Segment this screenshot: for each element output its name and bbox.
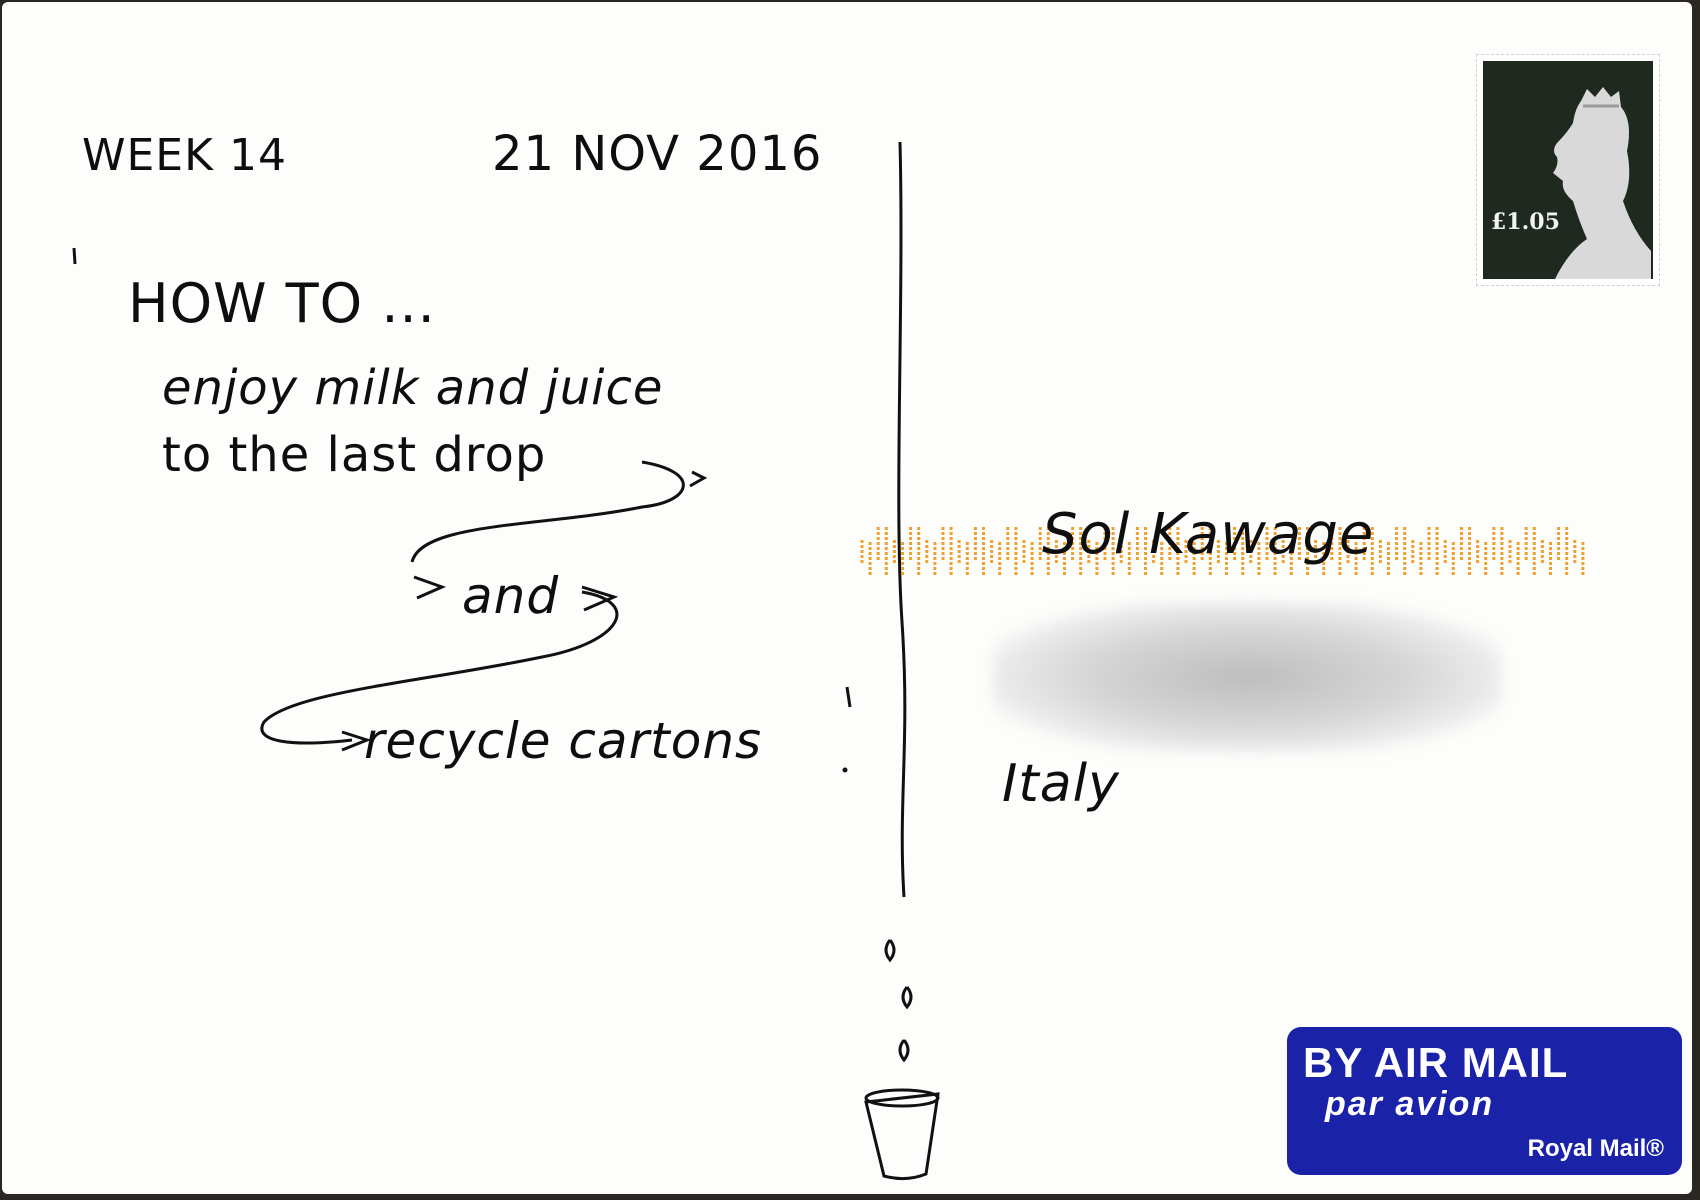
message-line-2: to the last drop (162, 427, 547, 483)
airmail-subtitle: par avion (1325, 1085, 1495, 1123)
week-label: WEEK 14 (82, 130, 287, 181)
recipient-name: Sol Kawage (1042, 502, 1375, 567)
message-heading: HOW TO ... (128, 272, 436, 335)
message-line-4: recycle cartons (364, 712, 763, 770)
stamp-value: £1.05 (1491, 209, 1560, 235)
postcode-bars (860, 527, 1585, 577)
royal-mail-brand: Royal Mail® (1527, 1135, 1664, 1162)
redacted-address (992, 602, 1502, 752)
airmail-label: BY AIR MAIL par avion Royal Mail® (1287, 1027, 1682, 1175)
stamp-portrait: £1.05 (1483, 61, 1653, 279)
airmail-title: BY AIR MAIL (1303, 1039, 1569, 1086)
recipient-country: Italy (1002, 754, 1120, 814)
queen-profile-icon (1553, 87, 1651, 279)
postage-stamp: £1.05 (1476, 54, 1660, 286)
message-line-1: enjoy milk and juice (162, 360, 664, 416)
date-label: 21 NOV 2016 (492, 126, 823, 182)
message-line-3: and (462, 567, 560, 625)
